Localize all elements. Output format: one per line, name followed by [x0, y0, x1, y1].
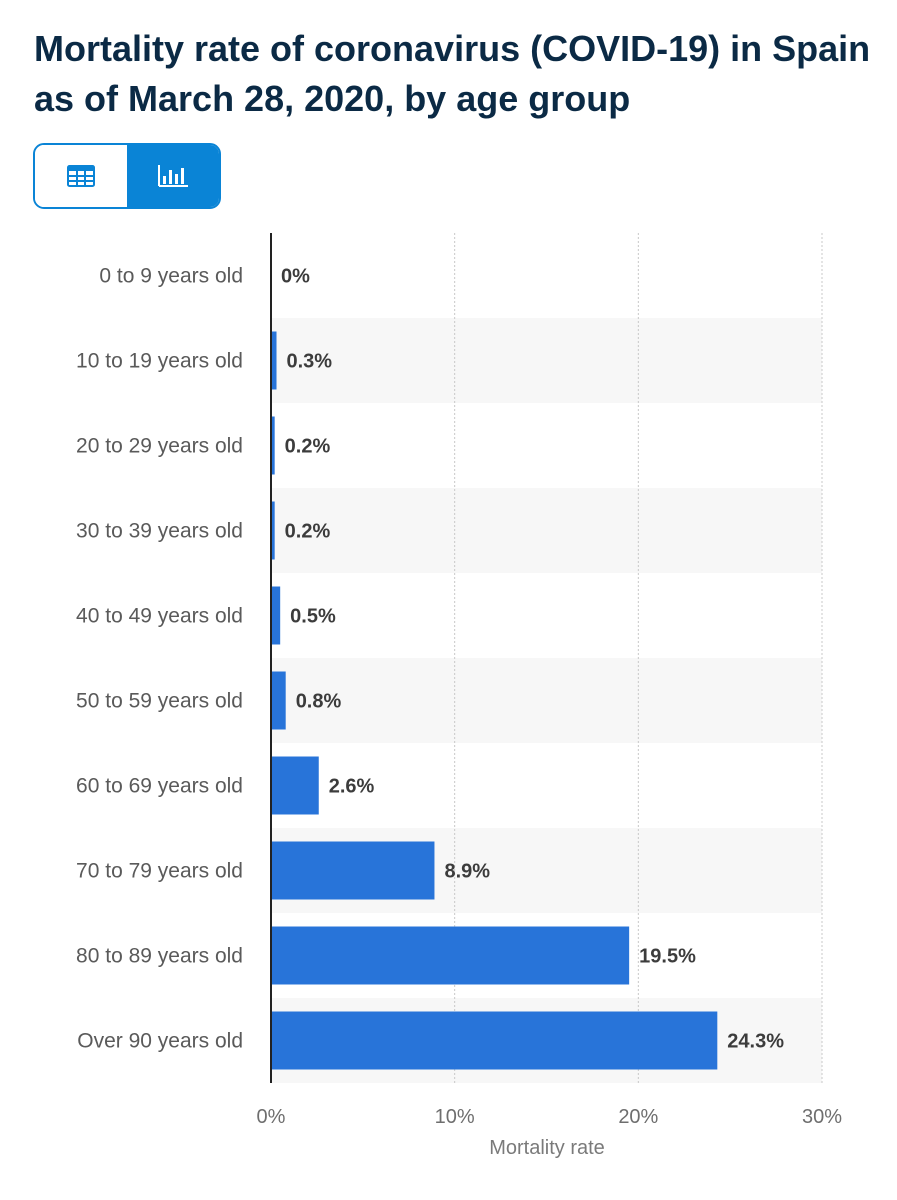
x-tick-label: 30%: [802, 1106, 842, 1125]
bar-value-label: 0.8%: [296, 691, 342, 713]
bar-value-label: 0.2%: [285, 521, 331, 543]
bar-value-label: 24.3%: [727, 1031, 784, 1053]
chart-title: Mortality rate of coronavirus (COVID-19)…: [34, 28, 871, 119]
bar: [271, 1011, 718, 1070]
bar-value-label: 0.2%: [285, 436, 331, 458]
bar-chart-icon: [158, 165, 188, 187]
row-band: [271, 658, 822, 743]
table-view-button[interactable]: [35, 145, 127, 207]
bar: [271, 586, 281, 645]
x-tick-label: 10%: [435, 1106, 475, 1125]
bar: [271, 756, 319, 815]
x-tick-label: 0%: [257, 1106, 286, 1125]
bar-value-label: 8.9%: [444, 861, 490, 883]
bar: [271, 416, 275, 475]
category-label: 60 to 69 years old: [76, 775, 243, 798]
bar: [271, 501, 275, 560]
bar: [271, 926, 630, 985]
bar-value-label: 0%: [281, 266, 310, 288]
category-label: 10 to 19 years old: [76, 350, 243, 373]
x-tick-label: 20%: [618, 1106, 658, 1125]
x-axis-title: Mortality rate: [489, 1137, 605, 1159]
bar-value-label: 0.3%: [287, 351, 333, 373]
category-label: 0 to 9 years old: [99, 265, 243, 288]
row-band: [271, 488, 822, 573]
category-label: 70 to 79 years old: [76, 860, 243, 883]
bar-value-label: 0.5%: [290, 606, 336, 628]
category-label: 20 to 29 years old: [76, 435, 243, 458]
category-label: 40 to 49 years old: [76, 605, 243, 628]
bar: [271, 841, 435, 900]
bar-value-label: 2.6%: [329, 776, 375, 798]
view-toggle: [33, 143, 221, 209]
category-label: 50 to 59 years old: [76, 690, 243, 713]
table-icon: [67, 165, 95, 187]
bar-chart: 0% 0.3% 0.2% 0.2% 0.5% 0.8% 2.6% 8.9% 19.5% 24.3%…: [76, 233, 842, 1125]
bar: [271, 331, 277, 390]
category-label: 80 to 89 years old: [76, 945, 243, 968]
category-label: Over 90 years old: [77, 1030, 243, 1053]
bar: [271, 671, 286, 730]
row-band: [271, 318, 822, 403]
chart-view-button[interactable]: [127, 145, 219, 207]
bar-value-label: 19.5%: [639, 946, 696, 968]
category-label: 30 to 39 years old: [76, 520, 243, 543]
